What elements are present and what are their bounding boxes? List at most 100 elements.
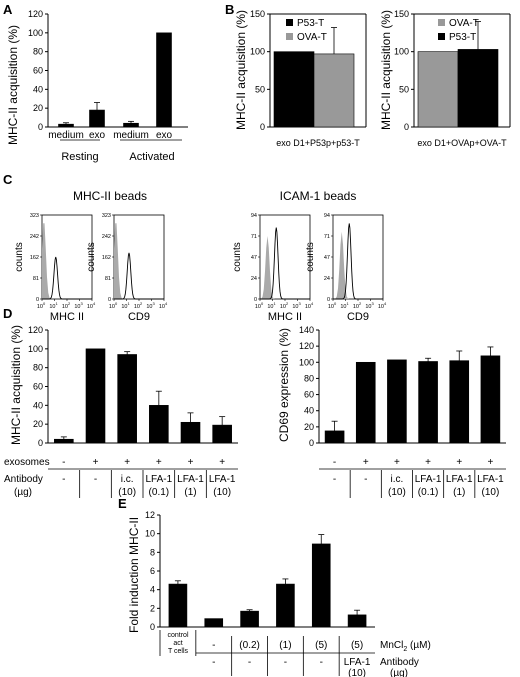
histogram-xtick-base: 10 [62, 304, 68, 310]
histogram-xtick-exponent: 1 [55, 301, 58, 306]
chart-d-condition-table: exosomes Antibody (µg) - - + - + i.c. (10) + LFA… [4, 457, 506, 498]
chart-b-right-ylabel: MHC-II acquisition (%) [379, 10, 393, 130]
e-table-mncl2-text: MnCl [380, 640, 403, 651]
chart-d-ytick-label: 20 [33, 419, 43, 429]
histogram-xtick-base: 10 [49, 304, 55, 310]
histogram-xtick-label: 103 [292, 301, 301, 310]
chart-d-ytick-label: 100 [299, 357, 314, 367]
histogram-xtick-exponent: 0 [261, 301, 264, 306]
histogram-xtick-base: 10 [328, 304, 334, 310]
d-table-exosomes-cell: + [219, 457, 225, 468]
d-table-antibody-cell: - [62, 474, 65, 485]
histogram-xtick-label: 102 [280, 301, 289, 310]
chart-b-bar [273, 51, 315, 128]
d-table-antibody-dose: (0.1) [149, 487, 170, 498]
e-table-mncl2-unit: (µM) [407, 640, 431, 651]
chart-a-ytick-label: 80 [33, 47, 43, 57]
chart-a-category-label: exo [156, 130, 173, 141]
chart-d-ytick-label: 80 [33, 363, 43, 373]
d-table-antibody-cell: - [364, 474, 367, 485]
d-table-antibody-cell: i.c. [121, 474, 134, 485]
d-table-antibody-cell: LFA-1 [145, 474, 172, 485]
panel-label-b: B [225, 2, 234, 17]
chart-e-ytick-label: 0 [150, 622, 155, 632]
histogram-ylabel: counts [305, 242, 316, 271]
d-table-antibody-dose: (10) [482, 487, 500, 498]
chart-d-bar [449, 360, 470, 444]
chart-a-category-labels: medium exo medium exo [48, 130, 172, 141]
chart-b-right-legend-label-2: P53-T [449, 32, 476, 43]
histogram-control-fill [42, 223, 92, 299]
d-table-exosomes-cell: + [93, 457, 99, 468]
chart-b-left-legend-swatch-1 [286, 19, 293, 26]
histogram-xtick-label: 103 [146, 301, 155, 310]
histogram-xtick-label: 103 [74, 301, 83, 310]
chart-b-ytick-label: 100 [250, 47, 265, 57]
e-table-antibody-dose: (10) [348, 668, 366, 677]
e-table-antibody-cell: - [212, 657, 215, 668]
d-table-exosomes-cell: - [62, 457, 65, 468]
histogram-xtick-base: 10 [134, 304, 140, 310]
d-table-antibody-dose: (0.1) [418, 487, 439, 498]
histogram-sample-line [114, 252, 164, 300]
histogram-xtick-base: 10 [121, 304, 127, 310]
chart-d-ytick-label: 20 [304, 422, 314, 432]
histogram-xtick-exponent: 2 [359, 301, 362, 306]
histogram-xtick-exponent: 1 [346, 301, 349, 306]
histogram-ytick-label: 0 [108, 297, 111, 303]
chart-b-left-ylabel: MHC-II acquisition (%) [234, 10, 248, 130]
chart-b-bar [457, 49, 499, 128]
chart-b-ytick-label: 0 [260, 122, 265, 132]
histogram-xtick-label: 101 [267, 301, 276, 310]
chart-e-ytick-label: 2 [150, 603, 155, 613]
panel-label-e: E [118, 496, 127, 511]
chart-a-bar [156, 32, 172, 128]
chart-b-left-bars [273, 27, 355, 128]
e-table-mncl2-cell: (5) [351, 640, 363, 651]
histogram-ytick-label: 71 [324, 234, 330, 240]
chart-b-ytick-label: 100 [394, 47, 409, 57]
chart-a-bars [58, 32, 172, 128]
chart-b-ytick-label: 0 [404, 122, 409, 132]
histogram-ytick-label: 94 [251, 213, 257, 219]
chart-a-ytick-label: 100 [28, 28, 43, 38]
chart-d-left: MHC-II acquisition (%) 0 20 40 60 80 100 120 [9, 325, 238, 448]
d-table-antibody-cell: - [333, 474, 336, 485]
chart-d-left-axes: 0 20 40 60 80 100 120 [28, 325, 238, 448]
chart-e-axes: 0 2 4 6 8 10 12 [145, 510, 375, 632]
chart-e-bar [240, 610, 259, 628]
histogram-xlabel: MHC II [268, 311, 302, 323]
histogram-ylabel: counts [86, 242, 97, 271]
histogram-frame [113, 214, 165, 300]
chart-d-ytick-label: 60 [304, 390, 314, 400]
histogram-xtick-label: 100 [37, 301, 46, 310]
chart-e-bar [276, 583, 295, 628]
chart-b-right-bars [417, 21, 499, 128]
panel-label-a: A [3, 2, 13, 17]
chart-e-bar [347, 614, 367, 628]
d-table-antibody-unit: (µg) [14, 487, 32, 498]
histogram-xtick-base: 10 [267, 304, 273, 310]
chart-a-bar [58, 123, 74, 128]
histogram-xtick-exponent: 0 [43, 301, 46, 306]
histogram-xtick-base: 10 [305, 304, 311, 310]
chart-b-left-legend-swatch-2 [286, 33, 293, 40]
e-table-mncl2-cell: (1) [279, 640, 291, 651]
chart-d-right-bars [324, 346, 501, 444]
d-table-antibody-dose: (1) [453, 487, 465, 498]
chart-b-ytick-label: 50 [255, 84, 265, 94]
histogram-ytick-label: 162 [30, 255, 39, 261]
d-table-antibody-cell: LFA-1 [209, 474, 236, 485]
histogram-xtick-exponent: 4 [311, 301, 314, 306]
chart-a-bar [89, 109, 105, 128]
d-table-exosomes-cell: + [156, 457, 162, 468]
d-table-exosomes-cell: + [363, 457, 369, 468]
chart-b-ytick-label: 150 [394, 9, 409, 19]
histogram-ytick-label: 323 [30, 213, 39, 219]
histogram-xtick-base: 10 [280, 304, 286, 310]
histogram-ytick-label: 242 [30, 234, 39, 240]
histogram-ytick-label: 24 [251, 276, 257, 282]
chart-d-right-ylabel: CD69 expression (%) [277, 328, 291, 442]
chart-e: Fold induction MHC-II 0 2 4 6 8 10 12 [127, 510, 375, 633]
